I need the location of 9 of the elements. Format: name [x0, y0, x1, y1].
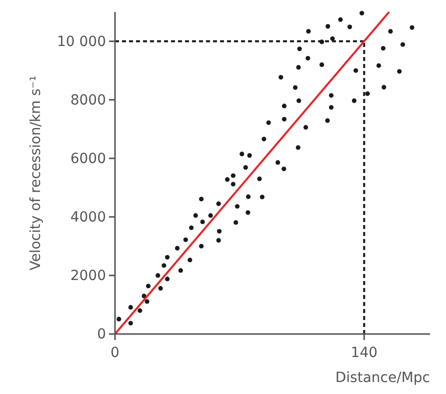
y-tick-label: 8000: [70, 92, 106, 108]
y-axis-title: Velocity of recession/km s⁻¹: [28, 76, 44, 270]
y-tick-label: 4000: [70, 209, 106, 226]
y-tick-label: 0: [97, 326, 106, 342]
x-axis-title: Distance/Mpc: [335, 370, 430, 386]
x-tick-label: 140: [350, 345, 378, 361]
y-tick-label: 2000: [70, 268, 106, 284]
y-tick-label: 6000: [70, 150, 106, 167]
y-tick-label: 10 000: [57, 34, 106, 50]
